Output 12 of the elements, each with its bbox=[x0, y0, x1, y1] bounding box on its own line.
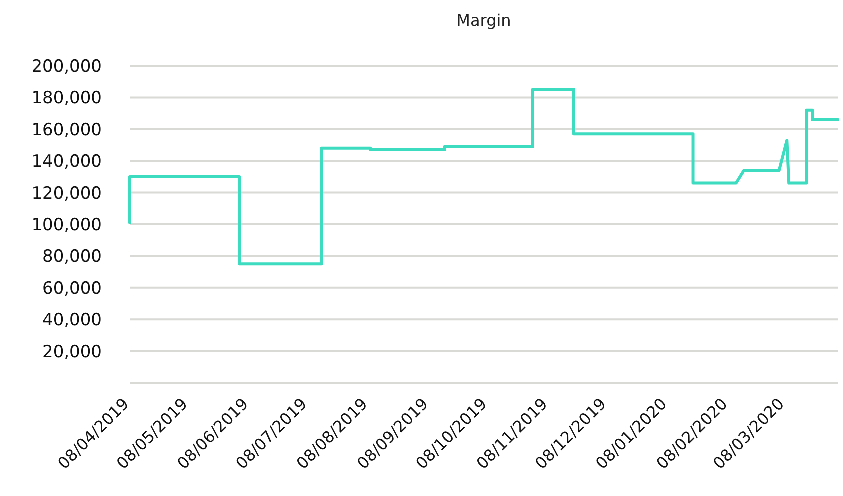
y-tick-label: 100,000 bbox=[32, 215, 102, 236]
chart-title: Margin bbox=[456, 11, 512, 30]
line-series bbox=[128, 88, 840, 266]
y-tick-label: 180,000 bbox=[32, 88, 102, 109]
y-tick-label: 200,000 bbox=[32, 56, 102, 77]
y-tick-label: 160,000 bbox=[32, 120, 102, 140]
y-tick-label: 40,000 bbox=[42, 310, 102, 331]
y-tick-label: 80,000 bbox=[42, 247, 102, 268]
y-tick-label: 20,000 bbox=[42, 342, 102, 362]
y-tick-label: 140,000 bbox=[32, 152, 102, 172]
y-tick-label: 120,000 bbox=[32, 184, 102, 204]
y-tick-label: 60,000 bbox=[42, 278, 102, 299]
